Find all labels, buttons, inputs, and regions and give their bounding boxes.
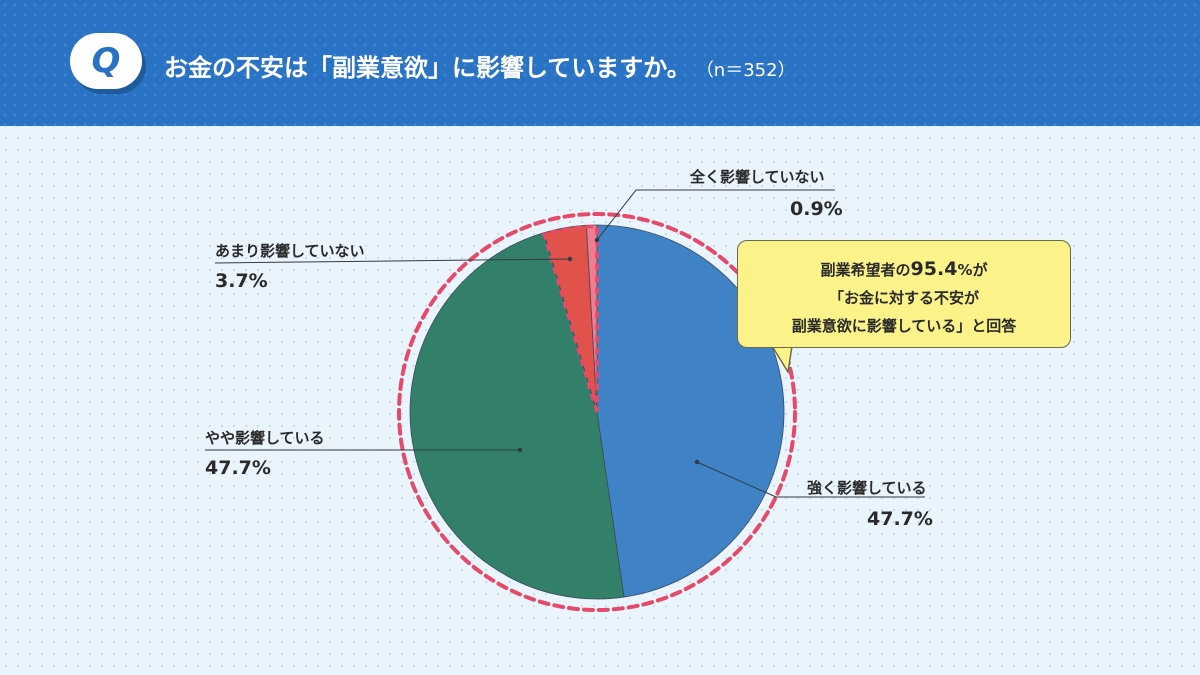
header-bar: Q お金の不安は「副業意欲」に影響していますか。 （n＝352） [0,0,1200,126]
pie-slice-some [409,232,625,600]
callout-highlight-value: 95.4 [910,258,958,280]
callout-line-2: 「お金に対する不安が [828,289,979,307]
leader-line-little-dot [567,256,573,262]
label-little-value: 3.7% [215,270,268,292]
callout-line-3: 副業意欲に影響している」と回答 [791,317,1017,335]
question-badge: Q [70,33,142,89]
leader-line-little [214,258,571,264]
question-text: お金の不安は「副業意欲」に影響していますか。 [164,54,691,82]
callout-line-1: 副業希望者の95.4%が [738,255,1070,284]
summary-callout: 副業希望者の95.4%が 「お金に対する不安が 副業意欲に影響している」と回答 [737,240,1071,348]
callout-line-1-pre: 副業希望者の [820,261,911,279]
label-some-value: 47.7% [205,457,271,479]
label-none-value: 0.9% [790,198,843,220]
label-strong-value: 47.7% [867,508,933,530]
label-little-name: あまり影響していない [215,242,365,260]
sample-size: （n＝352） [704,60,796,81]
label-some-name: やや影響している [205,429,325,447]
leader-line-none [596,189,835,241]
leader-line-strong [696,461,925,498]
question-badge-letter: Q [91,41,121,81]
leader-line-some-dot [517,447,523,453]
label-none-name: 全く影響していない [690,168,825,186]
callout-line-1-post: %が [957,261,988,279]
leader-line-none-dot [594,237,600,243]
page-title: お金の不安は「副業意欲」に影響していますか。 （n＝352） [164,48,796,88]
highlight-dashed-ring [397,212,797,612]
highlight-dashed-wedge [541,224,599,413]
leader-line-strong-dot [694,459,700,465]
label-strong-name: 強く影響している [807,479,927,497]
